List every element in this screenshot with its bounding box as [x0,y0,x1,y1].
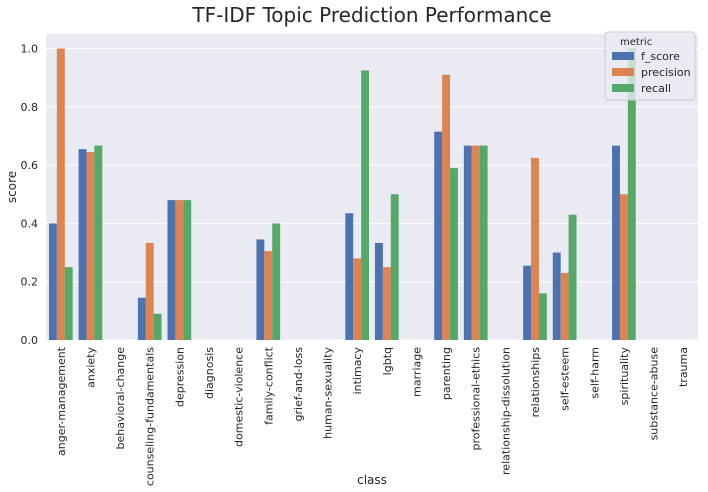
x-tick-label: domestic-violence [233,347,246,447]
x-tick-label: behavioral-change [114,347,127,450]
x-tick-label: professional-ethics [470,347,483,451]
y-ticks: 0.0 0.2 0.4 0.6 0.8 1.0 [21,43,39,347]
bar-recall-anger-management [64,267,73,340]
y-tick-label: 0.0 [21,334,39,347]
x-tick-label: counseling-fundamentals [144,347,157,486]
bar-f_score-parenting [434,131,443,340]
bar-recall-relationships [538,293,547,340]
legend-label-f_score: f_score [641,50,680,63]
x-tick-label: parenting [440,347,453,400]
bar-precision-anxiety [86,152,95,340]
x-tick-label: anxiety [84,347,97,388]
bar-f_score-depression [167,200,176,340]
bar-precision-counseling-fundamentals [145,242,154,340]
x-tick-label: spirituality [618,347,631,406]
bar-f_score-spirituality [612,145,620,340]
bar-recall-lgbtq [390,194,399,340]
bar-recall-family-conflict [272,223,281,340]
y-axis-label: score [5,171,19,203]
x-tick-label: anger-management [55,346,68,456]
y-tick-label: 1.0 [21,43,39,56]
legend: metric f_score precision recall [604,31,696,101]
y-tick-label: 0.4 [21,217,39,230]
y-tick-label: 0.8 [21,101,39,114]
y-tick-label: 0.2 [21,276,39,289]
x-axis-label: class [357,473,387,487]
x-tick-label: relationships [529,347,542,418]
x-tick-label: substance-abuse [648,347,661,441]
bar-recall-anxiety [94,145,103,340]
x-tick-label: self-harm [588,347,601,399]
x-tick-label: intimacy [351,347,364,395]
legend-swatch-precision [612,68,634,76]
bar-f_score-anger-management [48,223,57,340]
x-tick-label: diagnosis [203,347,216,399]
bar-precision-depression [175,200,184,340]
bar-f_score-counseling-fundamentals [137,297,146,340]
legend-label-recall: recall [641,82,671,95]
x-tick-label: marriage [410,347,423,397]
bar-precision-parenting [442,74,451,341]
x-ticks: anger-management anxiety behavioral-change… [55,346,690,486]
bar-f_score-family-conflict [256,239,265,340]
x-tick-label: trauma [677,347,690,387]
bar-f_score-anxiety [78,149,87,340]
bar-recall-professional-ethics [479,145,488,340]
bar-precision-intimacy [353,258,362,340]
bars [48,48,636,341]
bar-precision-anger-management [56,48,65,340]
x-tick-label: self-esteem [559,347,572,411]
bar-precision-lgbtq [382,267,391,340]
bar-precision-family-conflict [264,251,273,340]
x-tick-label: relationship-dissolution [499,347,512,475]
x-tick-label: human-sexuality [322,347,335,439]
plot-area [46,34,698,340]
bar-f_score-intimacy [345,213,354,340]
bar-f_score-lgbtq [374,242,383,340]
chart-title: TF-IDF Topic Prediction Performance [191,3,551,27]
legend-swatch-f_score [612,52,634,60]
gridlines [46,48,698,341]
bar-recall-counseling-fundamentals [153,313,162,340]
y-tick-label: 0.6 [21,159,39,172]
legend-label-precision: precision [641,66,691,79]
x-tick-label: grief-and-loss [292,347,305,422]
x-tick-label: family-conflict [262,346,275,425]
bar-f_score-relationships [523,265,532,340]
bar-precision-self-esteem [560,272,569,340]
x-tick-label: lgbtq [381,347,394,375]
bar-f_score-professional-ethics [463,145,472,340]
bar-recall-spirituality [627,48,636,340]
bar-recall-intimacy [361,70,370,340]
bar-precision-professional-ethics [471,145,480,340]
bar-recall-parenting [450,168,458,340]
legend-title: metric [620,37,652,48]
bar-precision-relationships [531,157,539,340]
bar-recall-depression [183,200,192,340]
bar-f_score-self-esteem [552,252,561,340]
legend-swatch-recall [612,84,634,92]
bar-precision-spirituality [619,194,628,340]
legend-box [604,31,696,101]
x-tick-label: depression [173,347,186,407]
bar-recall-self-esteem [568,214,577,340]
